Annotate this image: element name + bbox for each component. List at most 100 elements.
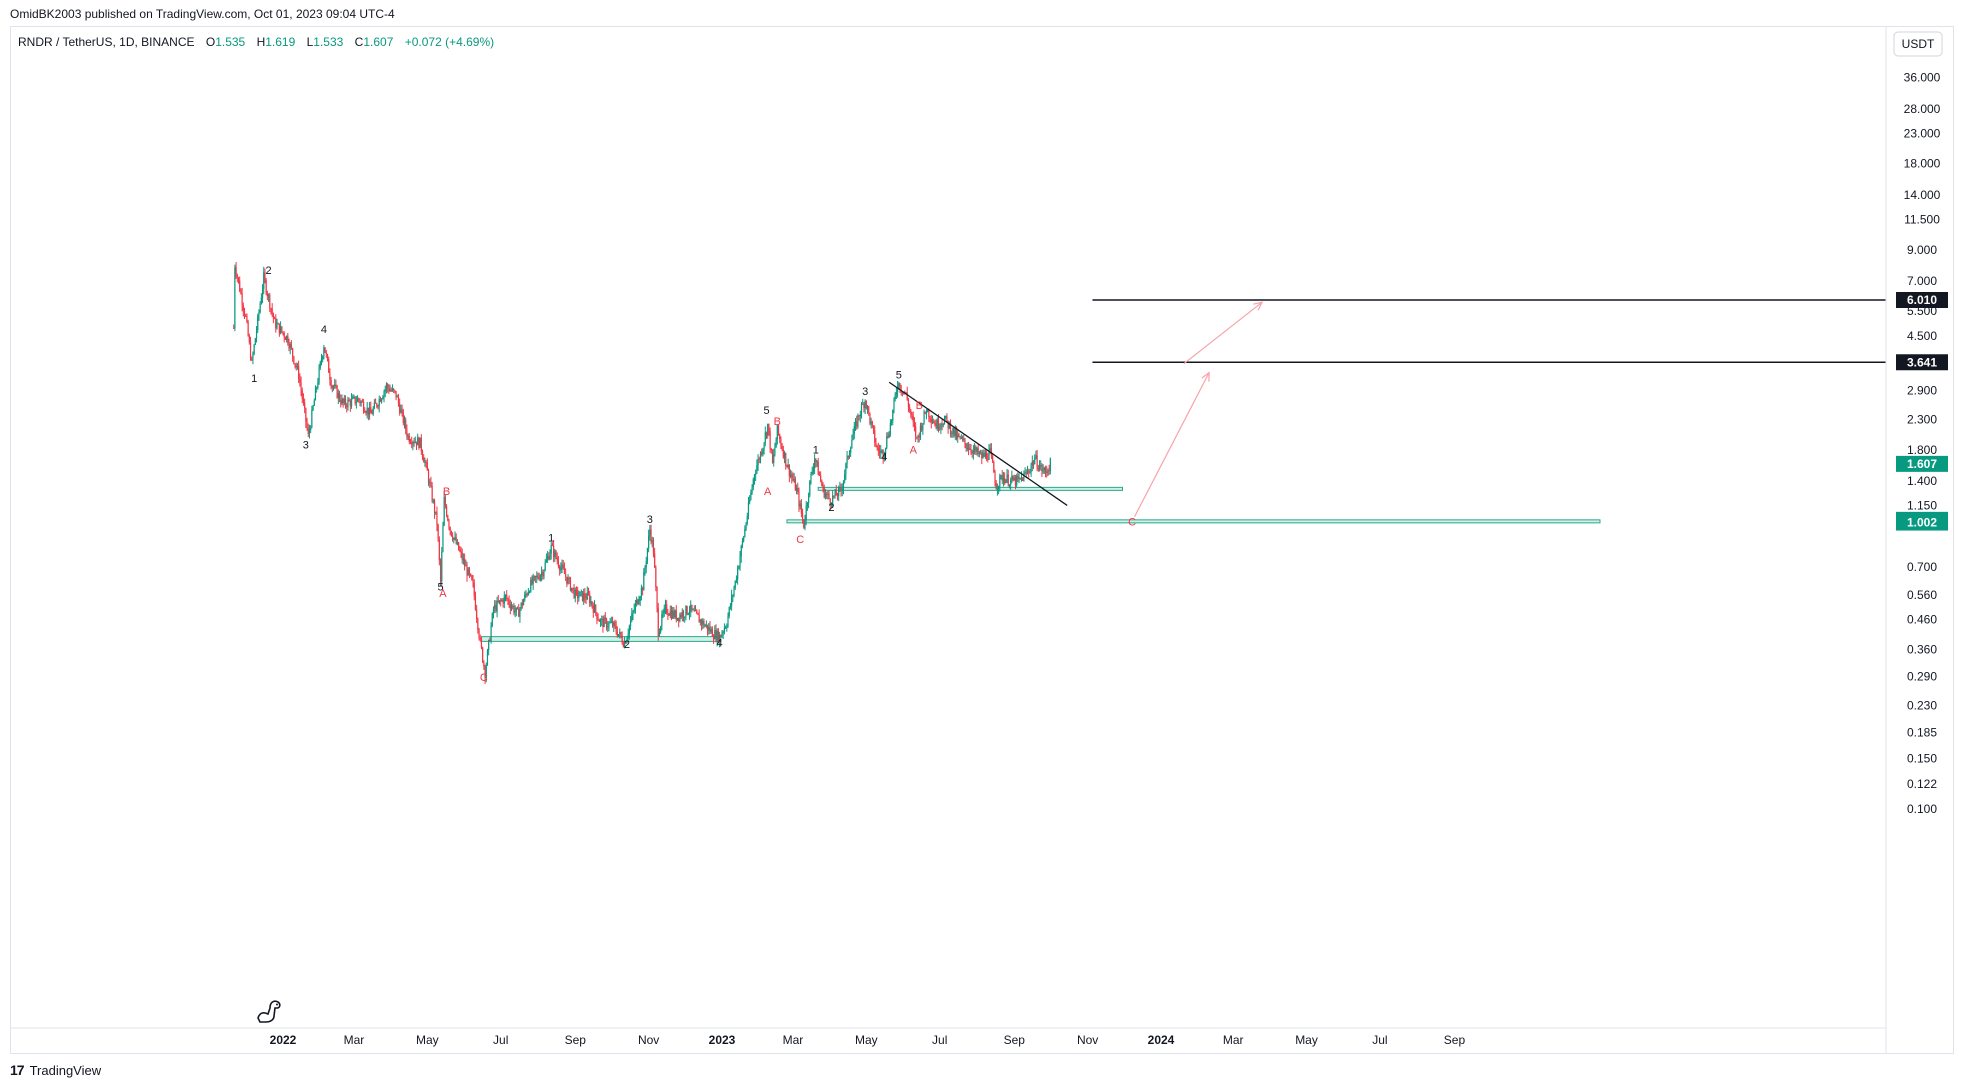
candle-body	[863, 403, 865, 409]
candle-body	[875, 442, 877, 447]
candle-body	[710, 629, 712, 632]
candle-body	[762, 448, 764, 455]
price-axis[interactable]: 0.100 0.122 0.150 0.185 0.230 0.290 0.360 0.460…	[1885, 26, 1948, 1054]
candle-body	[814, 458, 816, 468]
candle-body	[936, 419, 938, 429]
candle-body	[741, 540, 744, 546]
candle-body	[325, 352, 327, 355]
time-tick-label: 2024	[1148, 1033, 1175, 1047]
candle-body	[990, 448, 993, 456]
candle-body	[425, 461, 427, 463]
candle-body	[261, 288, 264, 298]
candle-body	[408, 435, 410, 442]
candle-body	[758, 458, 760, 460]
candle-body	[472, 579, 474, 583]
drawings	[888, 299, 1886, 518]
candle-body	[827, 493, 829, 495]
candle-body	[761, 452, 763, 455]
candle-body	[907, 399, 910, 408]
wave-label: 5	[437, 581, 443, 593]
candle-body	[444, 496, 446, 507]
candle-body	[727, 616, 729, 627]
candle-body	[978, 453, 980, 455]
open-label: O	[205, 35, 216, 49]
price-tick-label: 0.230	[1907, 698, 1937, 712]
candle-body	[347, 399, 349, 408]
footer-brand[interactable]: 17 TradingView	[10, 1062, 101, 1078]
time-axis[interactable]: 2022 Mar May Jul Sep Nov 2023 Mar May Jul Sep Nov 20…	[10, 1027, 1886, 1047]
candle-body	[915, 426, 917, 437]
candle-body	[492, 608, 495, 614]
candle-body	[319, 361, 321, 368]
projection-arrow-1-head	[1201, 371, 1210, 382]
candle-body	[645, 561, 647, 568]
candle-body	[489, 640, 491, 642]
candle-body	[738, 566, 740, 569]
candle-body	[763, 442, 765, 449]
candle-body	[485, 664, 487, 679]
candle-body	[1016, 475, 1018, 486]
wave-label: C	[796, 534, 804, 546]
candle-body	[286, 335, 288, 340]
candle-body	[443, 496, 445, 526]
candle-body	[1032, 461, 1035, 464]
candle-body	[880, 450, 882, 453]
candle-body	[629, 620, 632, 626]
candle-body	[455, 537, 457, 544]
candle-body	[953, 427, 955, 436]
symbol-name[interactable]: RNDR / TetherUS, 1D, BINANCE	[18, 35, 195, 49]
currency-button[interactable]: USDT	[1893, 31, 1943, 57]
price-tick-label: 36.000	[1904, 71, 1941, 85]
wave-label: C	[480, 672, 488, 684]
candle-body	[732, 595, 734, 597]
candle-body	[940, 424, 942, 428]
candle-body	[1026, 471, 1029, 474]
price-tick-label: 0.360	[1907, 643, 1937, 657]
candle-body	[433, 500, 436, 514]
candle-body	[298, 366, 300, 379]
wave-label: A	[439, 588, 447, 600]
candle-body	[869, 413, 871, 424]
candle-body	[657, 607, 659, 637]
candle-body	[479, 637, 481, 639]
price-label: 1.002	[1907, 516, 1937, 530]
candle-body	[390, 389, 392, 391]
candle-body	[835, 490, 837, 496]
candle-body	[699, 619, 701, 623]
candle-body	[712, 636, 715, 639]
candle-body	[722, 631, 724, 634]
candle-body	[937, 419, 940, 429]
candle-body	[246, 316, 248, 322]
candle-body	[876, 446, 878, 449]
candle-body	[610, 621, 612, 623]
low-label: L	[306, 35, 314, 49]
wave-label: 5	[763, 405, 769, 417]
candle-body	[756, 465, 758, 474]
candle-body	[240, 291, 242, 294]
candle-body	[1002, 477, 1005, 481]
candle-body	[1041, 465, 1043, 472]
candle-body	[295, 364, 297, 368]
candle-body	[299, 378, 301, 383]
candle-body	[845, 463, 847, 474]
candle-body	[1042, 470, 1044, 472]
price-tick-label: 1.800	[1907, 443, 1937, 457]
candle-body	[715, 630, 717, 641]
candle-body	[450, 530, 452, 536]
candle-body	[882, 450, 884, 459]
candle-body	[616, 631, 618, 637]
candle-body	[648, 535, 650, 549]
candle-body	[1022, 477, 1024, 481]
candle-body	[643, 572, 645, 591]
candle-body	[318, 367, 320, 383]
candle-body	[815, 458, 817, 462]
candle-body	[258, 312, 260, 316]
candle-body	[958, 434, 960, 436]
candle-body	[639, 597, 641, 602]
candle-body	[967, 447, 970, 450]
candle-body	[418, 437, 420, 448]
candle-body	[755, 473, 757, 475]
candle-body	[312, 405, 314, 410]
candle-body	[557, 560, 560, 567]
